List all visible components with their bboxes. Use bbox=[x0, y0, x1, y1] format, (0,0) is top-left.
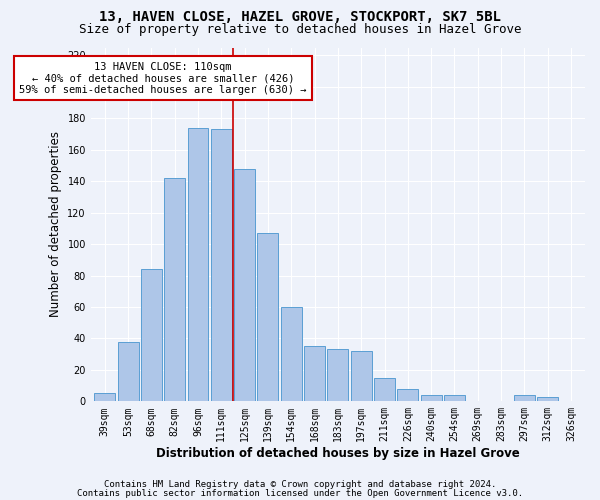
Bar bbox=[211, 130, 232, 402]
Bar bbox=[188, 128, 208, 402]
Text: Contains public sector information licensed under the Open Government Licence v3: Contains public sector information licen… bbox=[77, 489, 523, 498]
Bar bbox=[257, 233, 278, 402]
Text: 13, HAVEN CLOSE, HAZEL GROVE, STOCKPORT, SK7 5BL: 13, HAVEN CLOSE, HAZEL GROVE, STOCKPORT,… bbox=[99, 10, 501, 24]
Bar bbox=[234, 168, 255, 402]
Bar bbox=[514, 395, 535, 402]
Text: 13 HAVEN CLOSE: 110sqm
← 40% of detached houses are smaller (426)
59% of semi-de: 13 HAVEN CLOSE: 110sqm ← 40% of detached… bbox=[19, 62, 307, 95]
Bar bbox=[397, 389, 418, 402]
Bar bbox=[118, 342, 139, 402]
Bar bbox=[94, 394, 115, 402]
Y-axis label: Number of detached properties: Number of detached properties bbox=[49, 132, 62, 318]
Text: Size of property relative to detached houses in Hazel Grove: Size of property relative to detached ho… bbox=[79, 22, 521, 36]
X-axis label: Distribution of detached houses by size in Hazel Grove: Distribution of detached houses by size … bbox=[156, 447, 520, 460]
Bar bbox=[421, 395, 442, 402]
Bar bbox=[304, 346, 325, 402]
Bar bbox=[141, 269, 162, 402]
Bar bbox=[374, 378, 395, 402]
Text: Contains HM Land Registry data © Crown copyright and database right 2024.: Contains HM Land Registry data © Crown c… bbox=[104, 480, 496, 489]
Bar bbox=[444, 395, 465, 402]
Bar bbox=[537, 396, 558, 402]
Bar bbox=[281, 307, 302, 402]
Bar bbox=[350, 351, 371, 402]
Bar bbox=[164, 178, 185, 402]
Bar bbox=[328, 350, 349, 402]
